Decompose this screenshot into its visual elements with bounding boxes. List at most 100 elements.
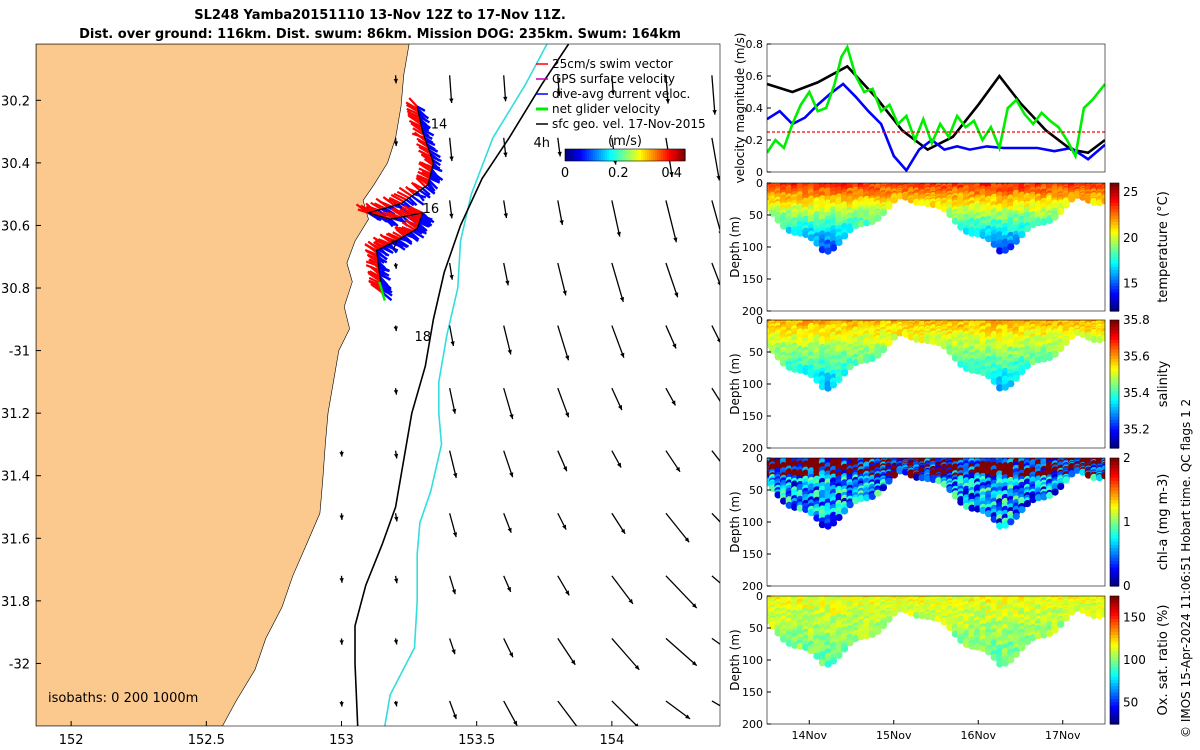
colorbar-cell (639, 149, 642, 161)
section-colorbar-label: salinity (1156, 360, 1171, 407)
colorbar-label: (m/s) (608, 134, 642, 149)
swim-vector (417, 139, 429, 149)
section-point (1079, 193, 1087, 201)
section-point (935, 202, 943, 210)
geo-velocity-arrowhead (721, 405, 725, 410)
swim-vector (401, 221, 416, 231)
section-point (918, 474, 926, 482)
velocity-y-tick-label: 0.6 (746, 70, 764, 83)
section-colorbar-cell (1110, 240, 1119, 245)
section-point (885, 339, 893, 347)
section-point (1001, 246, 1009, 254)
section-colorbar-cell (1110, 576, 1119, 581)
velocity-series-0 (767, 64, 1105, 155)
section-point (1057, 207, 1065, 216)
section-colorbar-cell (1110, 192, 1119, 197)
section-colorbar-cell (1110, 186, 1119, 190)
section-point (818, 246, 827, 254)
section-point (962, 640, 971, 648)
colorbar-cell (665, 149, 668, 161)
section-colorbar-cell (1110, 199, 1119, 203)
geo-velocity-arrowhead (730, 475, 735, 480)
section-point (890, 609, 899, 617)
section-point (835, 238, 843, 247)
geo-velocity-arrow (665, 575, 698, 609)
colorbar-cell (681, 149, 684, 161)
colorbar-cell (641, 149, 644, 161)
section-point (785, 639, 793, 647)
section-point (818, 659, 827, 667)
swim-vector (377, 238, 391, 245)
current-vector (405, 233, 417, 240)
section-point (1090, 198, 1098, 206)
section-point (901, 606, 910, 614)
section-point (907, 609, 915, 617)
geo-velocity-arrow (711, 450, 720, 463)
section-y-tick-label: 150 (742, 273, 763, 286)
section-point (951, 217, 960, 225)
geo-velocity-arrowhead (393, 453, 399, 459)
section-colorbar-cell (1110, 288, 1119, 293)
chart-title-line2: Dist. over ground: 116km. Dist. swum: 86… (79, 27, 681, 42)
swim-vector (408, 97, 419, 108)
swim-vector (375, 197, 389, 209)
section-point (968, 642, 976, 650)
current-vector (424, 136, 434, 144)
section-point (1073, 191, 1081, 199)
current-vector (391, 241, 404, 249)
section-point (780, 359, 788, 367)
geo-velocity-arrow (665, 75, 669, 104)
section-point (846, 363, 854, 371)
geo-velocity-arrowhead (685, 714, 690, 719)
section-colorbar-cell (1110, 547, 1119, 552)
section-y-tick-label: 200 (742, 580, 763, 593)
geo-velocity-arrow (448, 75, 453, 104)
geo-velocity-arrow (503, 450, 514, 478)
geo-velocity-arrowhead (570, 659, 576, 665)
section-point (1007, 518, 1015, 526)
section-data-1 (767, 320, 1105, 392)
section-colorbar-cell (1110, 416, 1119, 420)
colorbar-cell (567, 149, 570, 161)
section-ylabel: Depth (m) (728, 491, 742, 552)
current-vector (377, 258, 385, 264)
section-point (1023, 225, 1031, 233)
section-colorbar-tick: 20 (1123, 231, 1138, 245)
current-vector (418, 221, 430, 228)
swim-vector (369, 265, 381, 276)
current-vector (412, 230, 425, 239)
section-point (791, 365, 799, 373)
map-x-tick-label: 152.5 (188, 733, 225, 748)
section-colorbar-cell (1110, 231, 1119, 235)
section-y-tick-label: 100 (742, 378, 763, 391)
section-point (807, 371, 815, 379)
swim-vector (423, 158, 434, 166)
section-point (824, 384, 832, 392)
geo-velocity-arrowhead (669, 171, 674, 177)
section-colorbar-cell (1110, 499, 1119, 504)
colorbar-cell (585, 149, 588, 161)
section-point (813, 652, 821, 660)
geo-velocity-arrowhead (619, 297, 625, 302)
section-point (1012, 374, 1020, 382)
colorbar-cell (673, 149, 676, 161)
colorbar-cell (661, 149, 664, 161)
geo-velocity-arrow (711, 512, 720, 523)
colorbar-cell (617, 149, 620, 161)
section-colorbar-cell (1110, 205, 1119, 210)
section-colorbar-cell (1110, 480, 1119, 485)
section-point (824, 522, 832, 530)
colorbar-cell (571, 149, 574, 161)
section-point (841, 507, 849, 515)
section-point (924, 337, 932, 345)
section-point (885, 202, 893, 210)
colorbar-tick-label: 0.2 (608, 166, 629, 181)
geo-velocity-arrowhead (559, 220, 564, 225)
section-point (1084, 196, 1092, 204)
geo-velocity-arrowhead (339, 702, 344, 707)
geo-velocity-arrowhead (393, 78, 398, 84)
geo-velocity-arrowhead (339, 640, 344, 645)
geo-velocity-arrowhead (449, 156, 454, 162)
colorbar-cell (655, 149, 658, 161)
section-point (1018, 644, 1026, 652)
